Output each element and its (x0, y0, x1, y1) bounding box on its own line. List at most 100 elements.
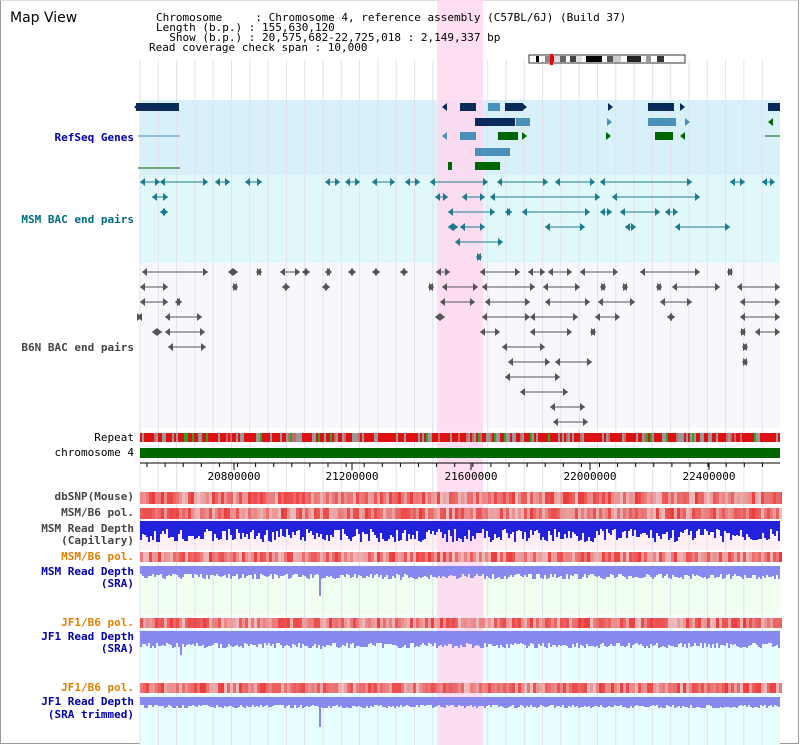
heat-cell (308, 683, 311, 693)
heat-cell (383, 683, 386, 693)
msm-bac-pair-end (631, 223, 636, 231)
depth-bar (470, 697, 472, 705)
heat-cell (620, 508, 623, 519)
chromosome-ideogram[interactable] (528, 54, 688, 66)
repeat-mark (696, 433, 698, 442)
depth-bar (178, 631, 180, 647)
heat-cell (764, 492, 767, 504)
msm-read-depth-sra-label[interactable]: MSM Read Depth (41, 565, 134, 578)
repeat-mark (238, 433, 240, 442)
heat-cell (674, 552, 677, 562)
heat-cell (344, 618, 347, 628)
depth-bar (318, 631, 320, 645)
jf1-b6-pol-trimmed-label[interactable]: JF1/B6 pol. (61, 681, 134, 694)
heat-cell (704, 492, 707, 504)
repeat-mark (598, 433, 600, 442)
heat-cell (344, 508, 347, 519)
depth-bar (408, 697, 410, 706)
repeat-mark (726, 433, 728, 442)
heat-cell (749, 492, 752, 504)
depth-bar (262, 566, 264, 575)
heat-cell (401, 618, 404, 628)
heat-cell (548, 552, 551, 562)
msm-b6-pol-label[interactable]: MSM/B6 pol. (61, 506, 134, 519)
depth-bar (718, 521, 720, 530)
heat-cell (293, 552, 296, 562)
jf1-b6-pol-label[interactable]: JF1/B6 pol. (61, 616, 134, 629)
heat-cell (236, 552, 239, 562)
heat-cell (338, 683, 341, 693)
depth-bar (588, 566, 590, 575)
heat-cell (512, 683, 515, 693)
depth-bar (644, 521, 646, 533)
jf1-trimmed-depth (140, 697, 780, 727)
depth-bar (296, 521, 298, 531)
depth-bar (538, 631, 540, 644)
heat-cell (308, 552, 311, 562)
heat-cell (746, 618, 749, 628)
depth-bar (192, 521, 194, 536)
repeat-mark (680, 433, 682, 442)
b6n-bac-end-pairs-label[interactable]: B6N BAC end pairs (21, 341, 134, 354)
depth-bar (634, 566, 636, 577)
repeat-mark (140, 433, 142, 442)
dbsnp-label[interactable]: dbSNP(Mouse) (54, 490, 134, 503)
heat-cell (509, 508, 512, 519)
depth-bar (712, 566, 714, 575)
depth-bar (558, 566, 560, 577)
heat-cell (317, 508, 320, 519)
depth-bar (246, 631, 248, 644)
depth-bar (146, 566, 148, 578)
depth-bar (144, 697, 146, 708)
gene-arrow (522, 132, 527, 140)
depth-bar (668, 697, 670, 706)
repeat-mark (360, 433, 362, 442)
depth-bar (208, 521, 210, 531)
ideogram-band (641, 56, 646, 62)
depth-bar (388, 566, 390, 579)
heat-cell (365, 618, 368, 628)
depth-bar (560, 566, 562, 576)
depth-bar (272, 697, 274, 706)
heat-cell (311, 508, 314, 519)
heat-cell (164, 618, 167, 628)
refseq-genes-label[interactable]: RefSeq Genes (54, 131, 134, 144)
repeat-mark (534, 433, 536, 442)
msm-bac-end-pairs-label[interactable]: MSM BAC end pairs (21, 213, 134, 226)
depth-bar (236, 566, 238, 574)
repeat-mark (658, 433, 660, 442)
heat-cell (380, 552, 383, 562)
heat-cell (410, 508, 413, 519)
heat-cell (353, 683, 356, 693)
heat-cell (323, 683, 326, 693)
depth-bar (166, 566, 168, 576)
depth-bar (512, 697, 514, 705)
jf1-read-depth-sra-label[interactable]: JF1 Read Depth (41, 630, 134, 643)
depth-bar (546, 697, 548, 707)
depth-bar (640, 697, 642, 706)
msm-b6-pol-sra-label[interactable]: MSM/B6 pol. (61, 550, 134, 563)
depth-bar (222, 697, 224, 708)
jf1-read-depth-trimmed-label[interactable]: JF1 Read Depth (41, 695, 134, 708)
b6n-bac-pair-end (375, 268, 380, 276)
heat-cell (239, 618, 242, 628)
depth-bar (760, 521, 762, 539)
depth-bar (160, 697, 162, 706)
depth-bar (438, 566, 440, 576)
heat-cell (506, 683, 509, 693)
b6n-bac-pair-end (485, 298, 490, 306)
msm-read-depth-capillary-label[interactable]: MSM Read Depth (41, 522, 134, 535)
repeat-mark (464, 433, 466, 442)
depth-bar (770, 566, 772, 577)
depth-bar (474, 697, 476, 706)
heat-cell (659, 492, 662, 504)
heat-cell (479, 552, 482, 562)
heat-cell (236, 508, 239, 519)
repeat-mark (268, 433, 270, 442)
heat-cell (710, 552, 713, 562)
depth-bar (534, 566, 536, 579)
b6n-bac-pair-end (530, 313, 535, 321)
axis-tick-label: 21600000 (445, 470, 498, 483)
heat-cell (317, 683, 320, 693)
